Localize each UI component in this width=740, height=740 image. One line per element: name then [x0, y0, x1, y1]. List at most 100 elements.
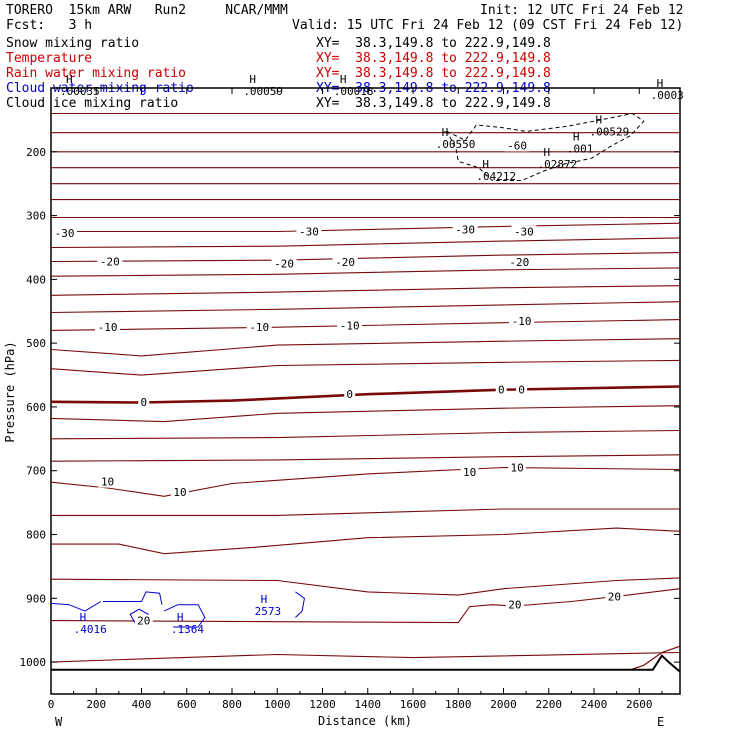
temperature-label: 20	[508, 599, 521, 612]
temperature-label: 0	[518, 384, 525, 397]
temperature-label: -30	[455, 224, 475, 237]
terrain-red-line	[51, 645, 681, 671]
cloud-water-contour	[103, 591, 163, 605]
ice-high-marker: H	[657, 77, 664, 90]
x-tick-label: 1400	[355, 698, 382, 711]
y-tick-label: 800	[26, 529, 46, 542]
temperature-label-bg	[495, 383, 507, 396]
y-tick-label: 900	[26, 592, 46, 605]
temperature-contour	[50, 454, 681, 462]
temperature-label-bg	[605, 590, 624, 603]
cloud-water-contour	[295, 591, 305, 618]
x-tick-label: 400	[132, 698, 152, 711]
x-tick-label: 1600	[400, 698, 427, 711]
temperature-label: 10	[463, 466, 476, 479]
y-tick-label: 600	[26, 401, 46, 414]
temperature-contour	[50, 301, 681, 314]
temperature-contour	[50, 466, 681, 497]
header-model: TORERO 15km ARW Run2 NCAR/MMM	[6, 3, 288, 18]
temperature-label-bg	[95, 321, 121, 334]
temperature-contour	[50, 385, 681, 404]
temperature-label: 0	[346, 388, 353, 401]
ice-high-value: .00059	[243, 85, 283, 98]
temperature-label: -30	[299, 226, 319, 239]
temperature-label-bg	[506, 256, 532, 269]
x-tick-label: 2400	[581, 698, 608, 711]
temperature-contour	[50, 237, 681, 249]
ice-high-value: .00550	[436, 138, 476, 151]
temperature-label-bg	[170, 485, 189, 498]
temperature-label-bg	[508, 461, 527, 474]
field-xy-snow: XY= 38.3,149.8 to 222.9,149.8	[316, 36, 551, 51]
temperature-label: -10	[340, 319, 360, 332]
temperature-label-bg	[452, 223, 478, 236]
y-tick-label: 400	[26, 273, 46, 286]
temperature-label-bg	[460, 466, 479, 479]
temperature-label: 10	[510, 462, 523, 475]
x-tick-label: 2600	[626, 698, 653, 711]
ice-high-marker: H	[340, 73, 347, 86]
ice-high-value: .001	[567, 142, 594, 155]
temperature-contour	[50, 338, 681, 357]
temperature-label: -20	[274, 257, 294, 270]
temperature-label: 20	[608, 590, 621, 603]
cloud-water-high-value: 2573	[255, 605, 282, 618]
header-init: Init: 12 UTC Fri 24 Feb 12	[480, 3, 684, 18]
temperature-label-bg	[98, 475, 117, 488]
temperature-contour	[50, 359, 681, 376]
x-tick-label: 1000	[264, 698, 291, 711]
temperature-contour	[50, 267, 681, 277]
field-name-cloud-ice: Cloud ice mixing ratio	[6, 96, 179, 111]
temperature-label: -10	[98, 321, 118, 334]
field-xy-rain: XY= 38.3,149.8 to 222.9,149.8	[316, 66, 551, 81]
temperature-label-bg	[332, 256, 358, 269]
ice-high-marker: H	[595, 113, 602, 126]
temperature-label-bg	[271, 257, 297, 270]
x-tick-label: 2200	[536, 698, 563, 711]
temperature-label: -10	[512, 315, 532, 328]
temperature-label-bg	[509, 314, 535, 327]
cloud-water-contour	[50, 601, 102, 612]
temperature-label-bg	[511, 225, 537, 238]
temperature-label: 10	[101, 476, 114, 489]
ice-high-value: .0003	[651, 89, 684, 102]
ice-contour	[446, 112, 645, 181]
ice-high-marker: H	[442, 126, 449, 139]
y-tick-label: 1000	[20, 656, 47, 669]
x-tick-label: 0	[48, 698, 55, 711]
temperature-contour	[50, 577, 681, 596]
temperature-label-bg	[504, 139, 530, 152]
cloud-water-high-marker: H	[261, 593, 268, 606]
temperature-label: 10	[173, 486, 186, 499]
east-label: E	[657, 715, 664, 729]
west-label: W	[55, 715, 63, 729]
temperature-label: -20	[335, 256, 355, 269]
y-tick-label: 200	[26, 146, 46, 159]
y-axis-label: Pressure (hPa)	[3, 341, 17, 442]
temperature-label: 0	[140, 396, 147, 409]
ice-high-marker: H	[543, 146, 550, 159]
temperature-contour	[50, 651, 681, 663]
field-xy-temperature: XY= 38.3,149.8 to 222.9,149.8	[316, 51, 551, 66]
temperature-label: -10	[249, 321, 269, 334]
ice-high-value: .04212	[476, 170, 516, 183]
temperature-contour	[50, 429, 681, 440]
terrain-line	[51, 654, 681, 673]
header-valid: Valid: 15 UTC Fri 24 Feb 12 (09 CST Fri …	[292, 18, 684, 33]
temperature-label-bg	[505, 598, 524, 611]
temperature-label: -60	[507, 139, 527, 152]
x-axis-label: Distance (km)	[318, 714, 412, 728]
temperature-label: 0	[498, 384, 505, 397]
ice-high-value: .02872	[537, 158, 577, 171]
ice-high-value: .00018	[334, 85, 374, 98]
ice-high-marker: H	[482, 158, 489, 171]
temperature-label-bg	[134, 614, 153, 627]
temperature-label-bg	[516, 383, 528, 396]
temperature-label-bg	[246, 321, 272, 334]
header-fcst: Fcst: 3 h	[6, 18, 93, 33]
y-tick-label: 300	[26, 210, 46, 223]
temperature-contour	[50, 285, 681, 296]
x-tick-label: 800	[222, 698, 242, 711]
temperature-label-bg	[138, 395, 150, 408]
